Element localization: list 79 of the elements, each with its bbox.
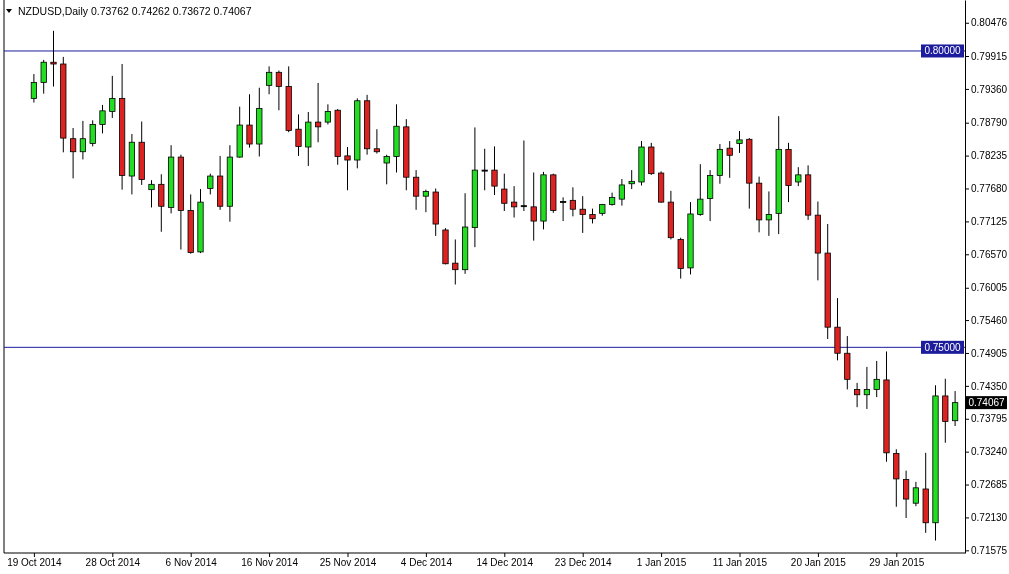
candlestick xyxy=(207,173,214,195)
candlestick xyxy=(569,186,576,217)
candlestick xyxy=(275,70,282,111)
candlestick xyxy=(618,178,625,207)
candlestick xyxy=(89,119,96,147)
candlestick xyxy=(628,169,635,190)
candlestick xyxy=(50,30,57,88)
x-tick-label: 29 Jan 2015 xyxy=(869,557,925,569)
x-tick-label: 1 Jan 2015 xyxy=(636,557,687,569)
ref-line-label: 0.75000 xyxy=(924,341,962,353)
y-tick-label: 0.78235 xyxy=(971,150,1008,162)
x-tick-label: 25 Nov 2014 xyxy=(319,557,377,569)
y-tick-label: 0.71575 xyxy=(971,545,1008,557)
candlestick xyxy=(158,173,165,233)
candlestick xyxy=(70,127,77,179)
candlestick xyxy=(79,120,86,160)
candlestick xyxy=(481,148,488,191)
candlestick xyxy=(697,163,704,217)
candlestick xyxy=(912,481,919,507)
candlestick xyxy=(726,140,733,179)
x-tick-label: 6 Nov 2014 xyxy=(165,557,218,569)
candlestick xyxy=(383,154,390,185)
y-tick-label: 0.72685 xyxy=(971,479,1008,491)
candlestick xyxy=(707,169,714,222)
y-tick-label: 0.80476 xyxy=(971,17,1008,29)
y-tick-label: 0.78790 xyxy=(971,117,1008,129)
candlestick xyxy=(520,139,527,212)
candlestick xyxy=(40,59,47,95)
candlestick xyxy=(863,366,870,410)
x-tick-label: 4 Dec 2014 xyxy=(400,557,453,569)
text: 0.74067 xyxy=(968,397,1006,409)
y-tick-label: 0.72130 xyxy=(971,512,1008,524)
candlestick xyxy=(873,360,880,398)
x-tick-label: 20 Jan 2015 xyxy=(790,557,847,569)
candlestick xyxy=(266,65,273,95)
y-tick-label: 0.75460 xyxy=(971,314,1008,326)
x-tick-label: 23 Dec 2014 xyxy=(554,557,612,569)
y-tick-label: 0.74350 xyxy=(971,380,1008,392)
candlestick xyxy=(501,173,508,212)
y-tick-label: 0.77680 xyxy=(971,183,1008,195)
candlestick xyxy=(373,128,380,155)
y-tick-label: 0.73795 xyxy=(971,413,1008,425)
y-tick-label: 0.74905 xyxy=(971,347,1008,359)
ref-line-label: 0.80000 xyxy=(924,45,962,57)
candlestick xyxy=(148,179,155,208)
text: NZDUSD,Daily 0.73762 0.74262 0.73672 0.74067 xyxy=(18,5,252,17)
candlestick xyxy=(344,146,351,191)
candlestick xyxy=(579,195,586,234)
candlestick xyxy=(324,103,331,125)
candlestick xyxy=(295,113,302,157)
candlestick xyxy=(109,75,116,119)
x-tick-label: 19 Oct 2014 xyxy=(7,557,63,569)
y-tick-label: 0.79915 xyxy=(971,50,1008,62)
x-tick-label: 16 Nov 2014 xyxy=(241,557,299,569)
x-tick-label: 14 Dec 2014 xyxy=(476,557,534,569)
y-tick-label: 0.77125 xyxy=(971,216,1008,228)
candlestick xyxy=(560,196,567,222)
candlestick xyxy=(413,169,420,211)
candlestick xyxy=(491,145,498,196)
y-tick-label: 0.73240 xyxy=(971,446,1008,458)
candlestick xyxy=(765,190,772,237)
candlestick xyxy=(795,166,802,187)
candlestick xyxy=(99,104,106,134)
candlestick xyxy=(30,73,37,104)
candlestick xyxy=(246,93,253,149)
candlestick xyxy=(530,171,537,242)
x-tick-label: 28 Oct 2014 xyxy=(85,557,141,569)
candlestick xyxy=(903,470,910,519)
candlestick xyxy=(736,130,743,154)
y-tick-label: 0.76570 xyxy=(971,248,1008,260)
x-tick-label: 11 Jan 2015 xyxy=(712,557,768,569)
candlestick xyxy=(452,238,459,285)
candlestick xyxy=(854,382,861,408)
y-tick-label: 0.79360 xyxy=(971,83,1008,95)
candlestick xyxy=(315,82,322,143)
candlestick xyxy=(422,189,429,213)
y-tick-label: 0.76005 xyxy=(971,282,1008,294)
candlestick xyxy=(952,390,959,427)
candlestick xyxy=(511,185,518,219)
